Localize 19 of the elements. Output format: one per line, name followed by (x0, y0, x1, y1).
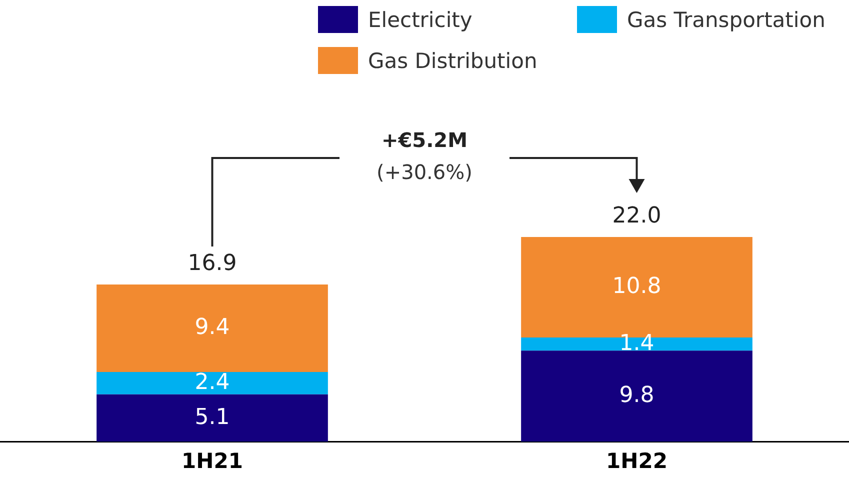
legend-label: Gas Distribution (368, 48, 538, 72)
total-label: 16.9 (188, 251, 237, 276)
data-label: 9.4 (194, 314, 230, 340)
data-label: 10.8 (612, 274, 662, 299)
bar (96, 284, 328, 372)
x-tick-label: 1H22 (606, 448, 668, 473)
data-label: 9.8 (619, 382, 654, 408)
text: (+30.6%) (376, 160, 472, 184)
data-label: 5.1 (194, 404, 230, 430)
bar (521, 350, 752, 442)
x-tick-label: 1H21 (182, 448, 243, 473)
total-label: 22.0 (612, 204, 662, 229)
bar (96, 372, 328, 394)
data-label: 2.4 (194, 370, 230, 395)
data-label: 1.4 (619, 330, 654, 356)
legend-label: Gas Transportation (627, 8, 826, 32)
text: +€5.2M (381, 128, 468, 152)
bar (96, 394, 328, 442)
legend-label: Electricity (368, 8, 472, 32)
